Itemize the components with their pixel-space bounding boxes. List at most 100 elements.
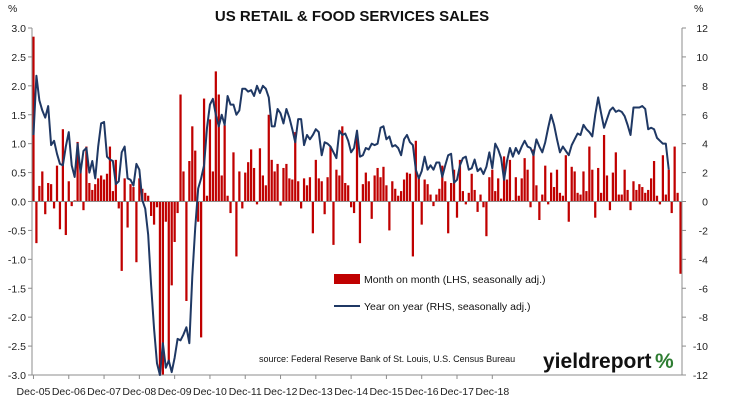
legend: Month on month (LHS, seasonally adj.) Ye… — [334, 274, 546, 313]
bar-mom — [464, 201, 467, 205]
bar-mom — [676, 192, 679, 202]
bar-mom — [220, 175, 223, 202]
bar-mom — [514, 177, 517, 202]
chart-title: US RETAIL & FOOD SERVICES SALES — [215, 8, 489, 25]
bar-mom — [391, 181, 394, 202]
bar-mom — [505, 179, 509, 202]
x-axis-ticks: Dec-05 Dec-06 Dec-07 Dec-08 Dec-09 Dec-10 Dec-… — [17, 375, 509, 398]
bar-mom — [408, 173, 412, 202]
right-tick-label: 8 — [702, 81, 708, 93]
bar-mom — [650, 178, 653, 202]
bar-mom — [329, 146, 332, 202]
bar-mom — [258, 148, 262, 202]
bar-mom — [320, 181, 323, 202]
bar-mom — [358, 201, 362, 244]
bar-mom — [58, 201, 62, 230]
bar-mom — [591, 169, 594, 202]
bar-mom — [458, 159, 462, 202]
bar-mom — [300, 201, 303, 209]
bar-mom — [97, 178, 100, 202]
bar-mom — [550, 172, 553, 202]
right-tick-label: 4 — [702, 139, 708, 151]
bar-mom — [585, 191, 588, 202]
bar-mom — [150, 201, 153, 216]
left-tick-label: -2.0 — [8, 312, 26, 324]
bar-mom — [152, 201, 156, 225]
bar-mom — [388, 201, 391, 231]
bar-mom — [50, 184, 53, 202]
bar-mom — [555, 169, 559, 202]
bar-mom — [576, 192, 579, 202]
bar-mom — [47, 182, 50, 202]
bar-mom — [108, 146, 112, 202]
logo-text: yieldreport — [543, 350, 652, 373]
bar-mom — [35, 201, 38, 244]
bar-mom — [367, 181, 370, 202]
bar-mom — [526, 169, 529, 202]
bar-mom — [335, 169, 338, 202]
bar-mom — [438, 188, 441, 202]
bar-mom — [311, 201, 314, 234]
x-tick-label: Dec-16 — [405, 386, 439, 398]
bar-mom — [223, 125, 226, 202]
bar-mom — [250, 149, 253, 202]
bar-mom — [52, 201, 56, 209]
x-tick-label: Dec-08 — [122, 386, 156, 398]
bar-mom — [420, 201, 423, 225]
bar-mom — [400, 191, 403, 202]
bar-mom — [294, 132, 297, 202]
bar-mom — [497, 178, 500, 202]
bar-mom — [432, 201, 435, 207]
left-tick-label: -2.5 — [8, 341, 26, 353]
bar-mom — [455, 201, 459, 218]
bar-mom — [600, 192, 603, 202]
x-tick-label: Dec-06 — [52, 386, 86, 398]
bar-mom — [638, 184, 641, 202]
bar-mom — [397, 195, 400, 202]
bar-mom — [461, 191, 464, 202]
bar-mom — [444, 181, 447, 202]
right-tick-label: -2 — [699, 225, 708, 237]
bar-mom — [252, 167, 256, 202]
bar-mom — [176, 201, 179, 214]
bar-mom — [267, 114, 270, 202]
left-tick-label: 3.0 — [11, 23, 26, 35]
bar-mom — [323, 201, 326, 215]
bar-mom — [605, 175, 609, 202]
bar-mom — [85, 146, 88, 202]
bar-mom — [332, 201, 335, 245]
bar-mom — [364, 172, 367, 202]
bar-mom — [429, 194, 432, 202]
bar-mom — [208, 119, 212, 202]
bar-mom — [241, 201, 244, 209]
bar-mom — [282, 167, 285, 202]
bar-mom — [232, 152, 235, 202]
bar-mom — [394, 188, 397, 202]
bar-mom — [285, 163, 288, 202]
bar-mom — [470, 173, 473, 202]
bar-mom — [111, 191, 114, 202]
bar-mom — [379, 177, 382, 202]
bar-mom — [373, 175, 376, 202]
bar-mom — [473, 189, 476, 202]
bar-mom — [376, 167, 379, 202]
bar-mom — [535, 185, 538, 202]
bar-mom — [64, 201, 67, 236]
bar-mom — [67, 181, 70, 202]
bar-mom — [138, 178, 141, 202]
bar-mom — [517, 195, 520, 202]
bar-mom — [170, 201, 173, 286]
bar-mom — [238, 171, 241, 202]
source-note: source: Federal Reserve Bank of St. Loui… — [259, 354, 515, 364]
bar-mom — [541, 194, 544, 202]
legend-label-yoy: Year on year (RHS, seasonally adj.) — [364, 301, 531, 313]
bar-mom — [452, 169, 456, 202]
bar-mom — [147, 195, 150, 202]
bar-mom — [385, 185, 388, 202]
bar-mom — [538, 201, 541, 221]
x-tick-label: Dec-09 — [158, 386, 192, 398]
left-tick-label: 2.0 — [11, 81, 26, 93]
bar-mom — [447, 201, 450, 234]
bar-mom — [352, 201, 356, 214]
left-tick-label: -0.5 — [8, 225, 26, 237]
